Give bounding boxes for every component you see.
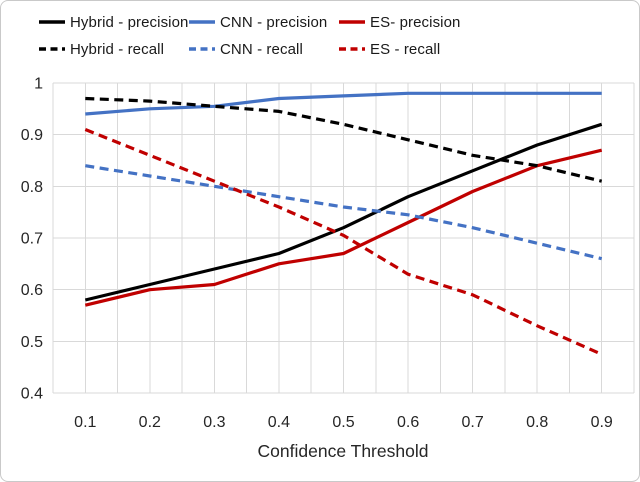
y-axis-tick-labels: 1 0.9 0.8 0.7 0.6 0.5 0.4 <box>21 76 43 403</box>
y-tick-label: 0.7 <box>21 231 43 248</box>
legend-label: Hybrid - precision <box>70 13 189 31</box>
chart-legend: Hybrid - precision CNN - precision ES- pre… <box>1 1 639 65</box>
legend-item-es-recall: ES - recall <box>339 40 440 58</box>
x-tick-label: 0.7 <box>461 414 483 431</box>
legend-item-hybrid-precision: Hybrid - precision <box>39 13 189 31</box>
y-tick-label: 0.8 <box>21 179 43 196</box>
data-series <box>84 91 603 356</box>
legend-swatch-dashed <box>39 47 65 51</box>
x-tick-label: 0.2 <box>139 414 161 431</box>
x-axis-title: Confidence Threshold <box>258 441 429 461</box>
legend-item-cnn-recall: CNN - recall <box>189 40 303 58</box>
x-tick-label: 0.8 <box>526 414 548 431</box>
legend-item-cnn-precision: CNN - precision <box>189 13 327 31</box>
x-tick-label: 0.5 <box>332 414 354 431</box>
legend-label: CNN - precision <box>220 13 328 31</box>
y-tick-label: 0.5 <box>21 334 43 351</box>
series-line-es-precision <box>84 148 603 307</box>
x-tick-label: 0.9 <box>591 414 613 431</box>
series-line-hybrid-precision <box>84 122 603 302</box>
legend-label: ES - recall <box>370 40 441 58</box>
x-tick-label: 0.4 <box>268 414 290 431</box>
y-tick-label: 0.9 <box>21 127 43 144</box>
legend-swatch-solid <box>339 20 365 24</box>
y-tick-label: 1 <box>34 76 43 93</box>
legend-swatch-solid <box>189 20 215 24</box>
x-tick-label: 0.1 <box>74 414 96 431</box>
legend-swatch-solid <box>39 20 65 24</box>
legend-label: ES- precision <box>370 13 461 31</box>
series-line-cnn-recall <box>85 164 603 261</box>
y-tick-label: 0.6 <box>21 282 43 299</box>
legend-swatch-dashed <box>339 47 365 51</box>
x-tick-label: 0.3 <box>203 414 225 431</box>
gridlines <box>52 82 635 394</box>
legend-swatch-dashed <box>189 47 215 51</box>
legend-item-es-precision: ES- precision <box>339 13 461 31</box>
x-axis-tick-labels: 0.1 0.2 0.3 0.4 0.5 0.6 0.7 0.8 0.9 <box>74 414 613 431</box>
legend-item-hybrid-recall: Hybrid - recall <box>39 40 164 58</box>
series-line-cnn-precision <box>85 91 602 116</box>
legend-label: CNN - recall <box>220 40 303 58</box>
y-tick-label: 0.4 <box>21 386 43 403</box>
series-line-es-recall <box>84 128 603 356</box>
series-line-hybrid-recall <box>85 96 603 183</box>
legend-label: Hybrid - recall <box>70 40 165 58</box>
x-tick-label: 0.6 <box>397 414 419 431</box>
